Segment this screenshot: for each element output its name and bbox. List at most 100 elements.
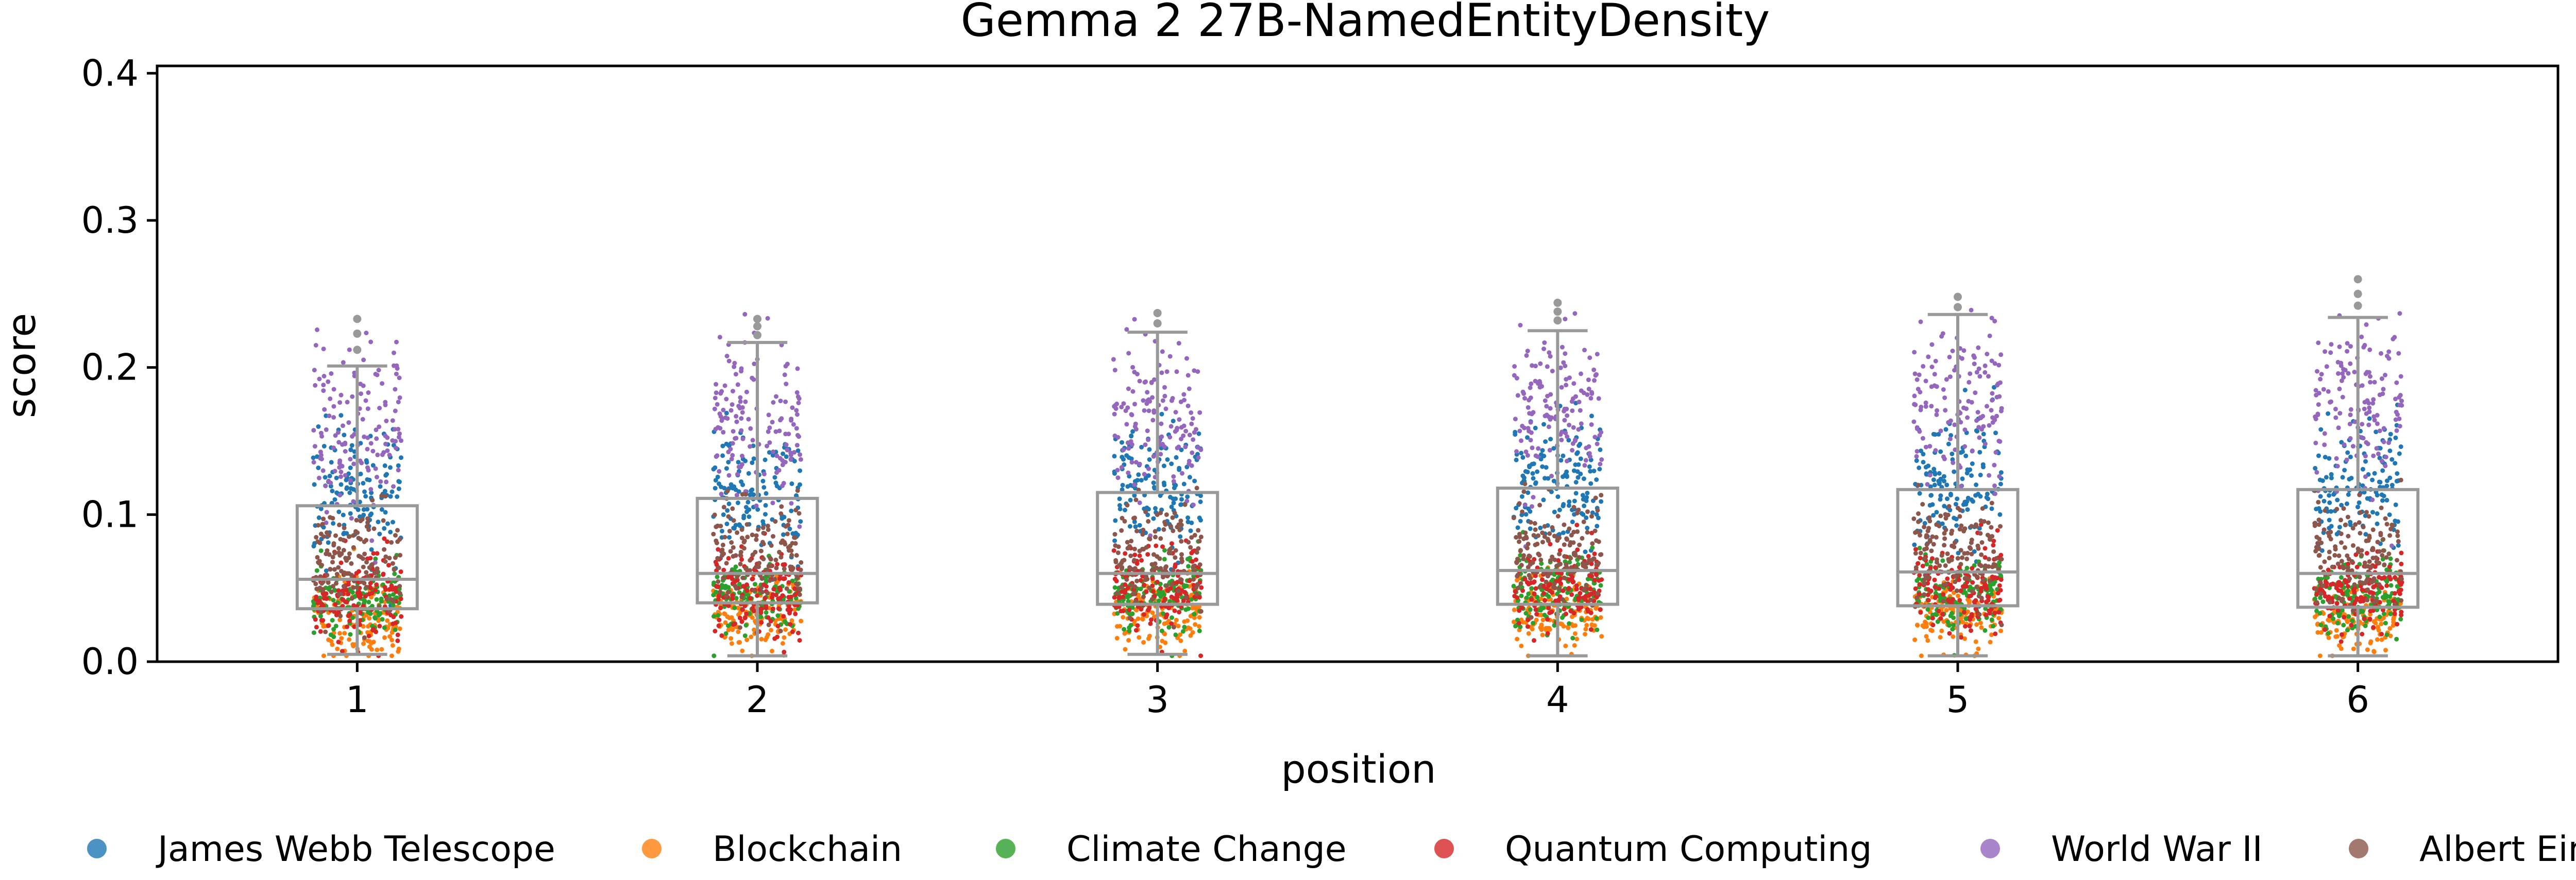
data-point <box>383 441 388 446</box>
data-point <box>1940 612 1945 617</box>
data-point <box>789 553 794 558</box>
data-point <box>2396 351 2401 356</box>
data-point <box>720 443 725 448</box>
data-point <box>1127 625 1132 630</box>
data-point <box>1558 561 1563 566</box>
data-point <box>313 343 318 348</box>
data-point <box>1921 452 1926 457</box>
data-point <box>397 395 402 400</box>
data-point <box>2318 427 2324 432</box>
data-point <box>1976 546 1981 551</box>
data-point <box>311 460 316 465</box>
data-point <box>1531 476 1536 481</box>
data-point <box>2338 575 2344 580</box>
data-point <box>726 460 731 464</box>
data-point <box>1916 519 1921 524</box>
data-point <box>2339 378 2344 383</box>
data-point <box>1161 575 1165 580</box>
data-point <box>1962 576 1968 581</box>
data-point <box>784 586 789 591</box>
data-point <box>1197 615 1202 620</box>
data-point <box>1543 476 1547 481</box>
data-point <box>376 520 381 525</box>
data-point <box>348 457 353 462</box>
data-point <box>1189 597 1194 602</box>
data-point <box>1942 478 1946 484</box>
data-point <box>355 530 360 535</box>
data-point <box>394 339 399 344</box>
data-point <box>1949 557 1954 562</box>
data-point <box>716 579 721 584</box>
data-point <box>780 593 785 598</box>
data-point <box>1144 545 1149 550</box>
data-point <box>1977 450 1982 455</box>
data-point <box>1524 580 1530 585</box>
data-point <box>369 490 374 495</box>
data-point <box>2349 623 2354 628</box>
data-point <box>393 555 398 560</box>
data-point <box>1567 621 1572 626</box>
data-point <box>1132 317 1137 322</box>
data-point <box>752 627 757 632</box>
data-point <box>1113 560 1118 564</box>
data-point <box>2394 380 2399 385</box>
data-point <box>1917 573 1922 578</box>
data-point <box>1969 614 1974 619</box>
data-point <box>2375 637 2380 642</box>
data-point <box>765 316 770 321</box>
data-point <box>1929 342 1935 347</box>
data-point <box>1572 498 1577 504</box>
data-point <box>311 455 316 460</box>
data-point <box>2398 444 2403 449</box>
data-point <box>1561 360 1566 365</box>
data-point <box>1130 611 1135 616</box>
data-point <box>777 585 782 590</box>
data-point <box>2363 623 2368 628</box>
data-point <box>1519 563 1524 567</box>
data-point <box>2327 493 2332 498</box>
data-point <box>795 575 800 580</box>
data-point <box>1154 543 1159 548</box>
data-point <box>1546 424 1551 429</box>
data-point <box>2367 559 2372 564</box>
data-point <box>1919 653 1924 659</box>
data-point <box>1528 520 1533 525</box>
data-point <box>321 444 327 448</box>
data-point <box>384 419 389 423</box>
data-point <box>1522 481 1528 487</box>
data-point <box>1946 441 1951 446</box>
data-point <box>318 629 323 634</box>
data-point <box>377 406 382 410</box>
data-point <box>726 514 731 519</box>
data-point <box>2313 465 2318 471</box>
data-point <box>1547 447 1552 453</box>
data-point <box>1182 502 1188 507</box>
data-point <box>1562 418 1567 423</box>
data-point <box>2375 511 2380 516</box>
data-point <box>1153 534 1158 540</box>
data-point <box>1593 373 1598 378</box>
data-point <box>1131 516 1136 521</box>
data-point <box>2393 502 2398 507</box>
data-point <box>1962 636 1968 641</box>
data-point <box>1132 566 1138 571</box>
data-point <box>2384 497 2389 503</box>
data-point <box>1976 345 1981 350</box>
data-point <box>1997 512 2003 517</box>
data-point <box>774 565 779 571</box>
data-point <box>1932 470 1937 475</box>
data-point <box>1178 534 1183 539</box>
data-point <box>1926 598 1931 603</box>
data-point <box>2342 442 2347 447</box>
data-point <box>324 568 329 573</box>
data-point <box>1113 518 1118 523</box>
data-point <box>1171 474 1176 479</box>
data-point <box>2323 508 2328 513</box>
data-point <box>793 508 799 513</box>
data-point <box>2334 601 2340 606</box>
data-point <box>796 396 802 401</box>
data-point <box>1947 508 1953 513</box>
data-point <box>1149 597 1155 602</box>
data-point <box>744 611 749 616</box>
data-point <box>349 443 354 448</box>
